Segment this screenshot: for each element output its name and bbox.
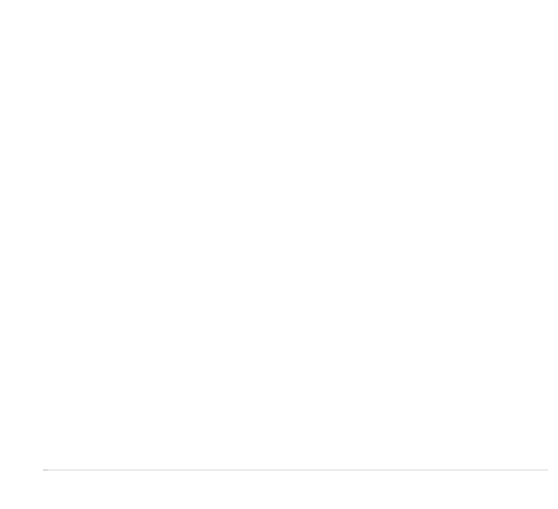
chart-svg (0, 0, 558, 509)
risk-line-chart (0, 0, 558, 509)
